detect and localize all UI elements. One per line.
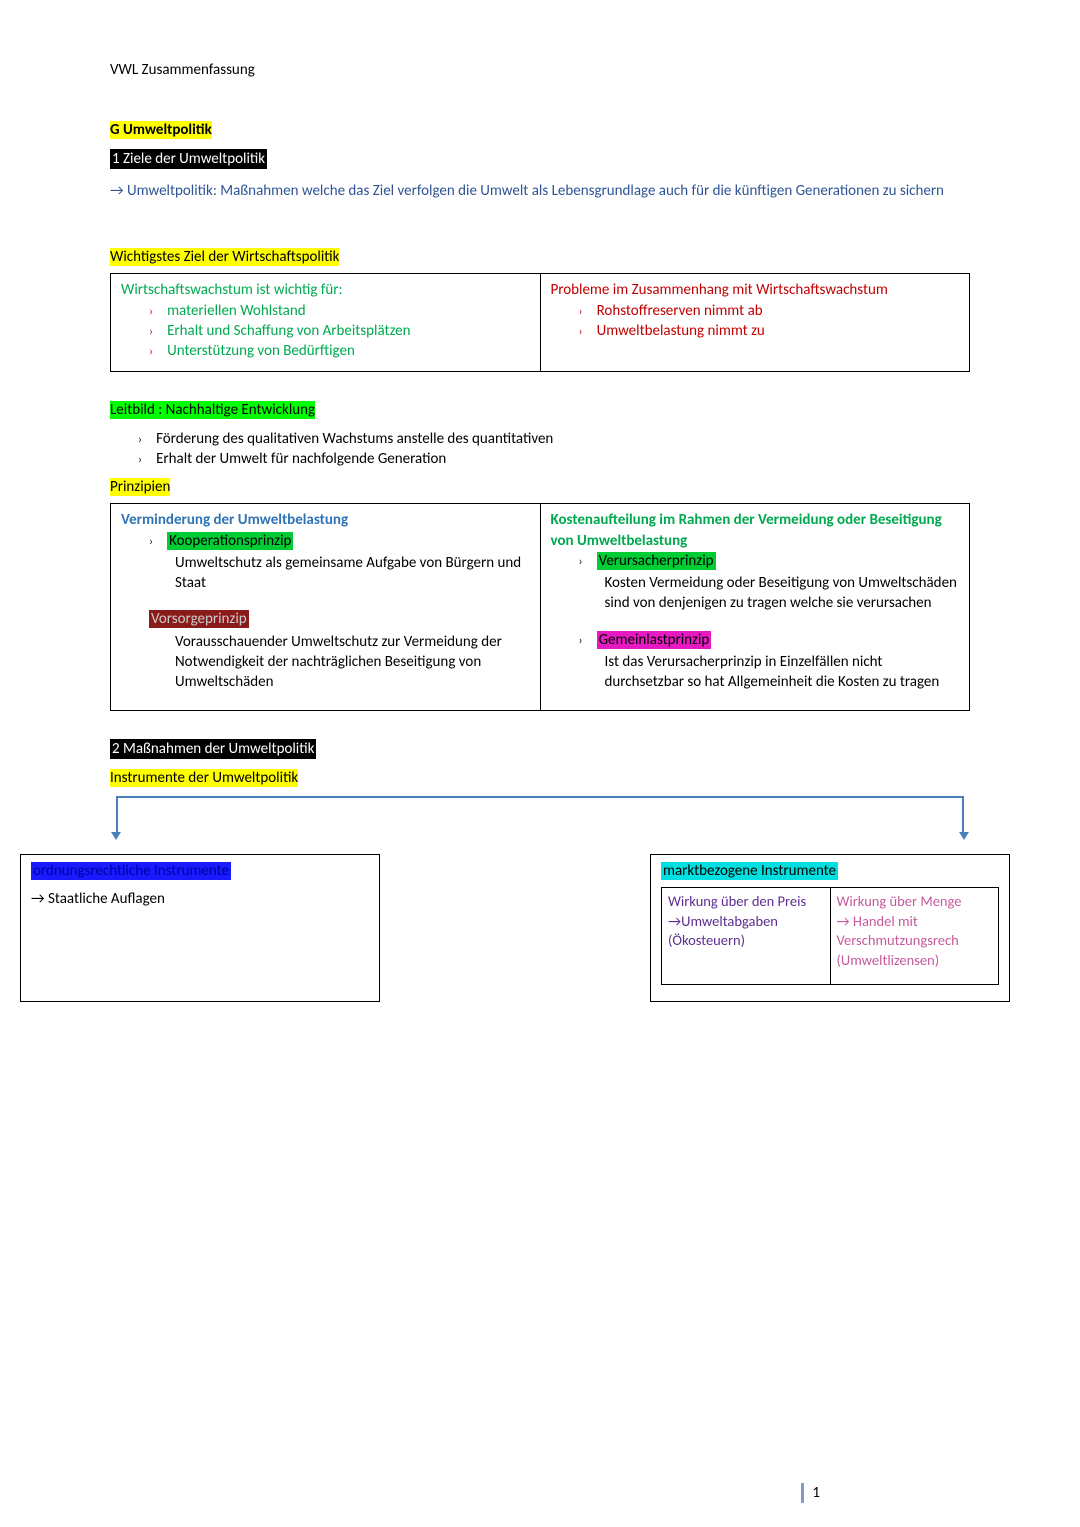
section-1-heading: 1 Ziele der Umweltpolitik — [110, 149, 267, 169]
sub-left-2: Umweltabgaben (Ökosteuern) — [668, 912, 778, 950]
instr-right-title: marktbezogene Instrumente — [661, 862, 838, 880]
chapter-heading: G Umweltpolitik — [110, 121, 212, 139]
principle-vorsorge-text: Vorausschauender Umweltschutz zur Vermei… — [175, 632, 530, 693]
arrow-down-icon — [959, 832, 969, 840]
t1-left-title: Wirtschaftswachstum ist wichtig für: — [121, 280, 530, 300]
t1-left-item: Unterstützung von Bedürftigen — [149, 341, 530, 361]
t2-left-title: Verminderung der Umweltbelastung — [121, 510, 530, 530]
t1-left-item: materiellen Wohlstand — [149, 301, 530, 321]
sub-right-1: Wirkung über Menge — [837, 892, 962, 910]
principle-verursacher-label: Verursacherprinzip — [597, 552, 716, 570]
instr-left-body: Staatliche Auflagen — [31, 889, 369, 909]
arrow-down-icon — [111, 832, 121, 840]
prinzipien-heading: Prinzipien — [110, 478, 170, 496]
intro-text: Umweltpolitik: Maßnahmen welche das Ziel… — [110, 181, 970, 201]
section-2-heading: 2 Maßnahmen der Umweltpolitik — [110, 739, 316, 759]
instr-left-title: ordnungsrechtliche Instrumente — [31, 862, 231, 880]
principle-koop-label: Kooperationsprinzip — [167, 532, 293, 550]
t1-right-item: Umweltbelastung nimmt zu — [579, 321, 960, 341]
table-wirtschaftswachstum: Wirtschaftswachstum ist wichtig für: mat… — [110, 273, 970, 372]
leitbild-heading: Leitbild : Nachhaltige Entwicklung — [110, 401, 315, 419]
principle-koop-text: Umweltschutz als gemeinsame Aufgabe von … — [175, 553, 530, 594]
instr-box-ordnungsrechtlich: ordnungsrechtliche Instrumente Staatlich… — [20, 854, 380, 1003]
goal-heading: Wichtigstes Ziel der Wirtschaftspolitik — [110, 248, 339, 266]
principle-gemeinlast-label: Gemeinlastprinzip — [597, 631, 712, 649]
leitbild-item: Förderung des qualitativen Wachstums ans… — [138, 429, 970, 449]
t2-right-title: Kostenaufteilung im Rahmen der Vermeidun… — [551, 510, 960, 551]
principle-vorsorge-label: Vorsorgeprinzip — [149, 610, 249, 628]
t1-right-title: Probleme im Zusammenhang mit Wirtschafts… — [551, 280, 960, 300]
instruments-heading: Instrumente der Umweltpolitik — [110, 769, 298, 787]
instruments-diagram: ordnungsrechtliche Instrumente Staatlich… — [110, 796, 970, 1003]
principle-verursacher-text: Kosten Vermeidung oder Beseitigung von U… — [605, 573, 960, 614]
t1-left-item: Erhalt und Schaffung von Arbeitsplätzen — [149, 321, 530, 341]
instr-box-marktbezogen: marktbezogene Instrumente Wirkung über d… — [650, 854, 1010, 1003]
page-number: 1 — [801, 1483, 820, 1503]
sub-left-1: Wirkung über den Preis — [668, 892, 806, 910]
sub-right-2: Handel mit Verschmutzungsrech (Umweltliz… — [837, 912, 959, 969]
instr-subtable: Wirkung über den Preis →Umweltabgaben (Ö… — [661, 887, 999, 985]
table-prinzipien: Verminderung der Umweltbelastung Koopera… — [110, 503, 970, 711]
principle-gemeinlast-text: Ist das Verursacherprinzip in Einzelfäll… — [605, 652, 960, 693]
t1-right-item: Rohstoffreserven nimmt ab — [579, 301, 960, 321]
doc-header: VWL Zusammenfassung — [110, 60, 970, 80]
leitbild-item: Erhalt der Umwelt für nachfolgende Gener… — [138, 449, 970, 469]
